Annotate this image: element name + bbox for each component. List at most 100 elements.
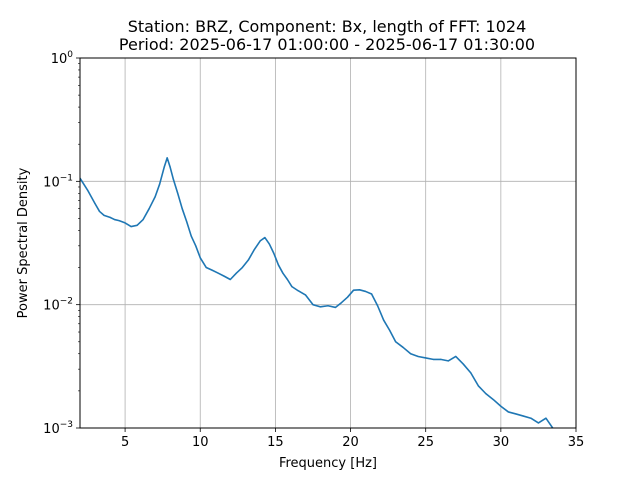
psd-data-point	[389, 329, 391, 331]
psd-data-point	[223, 275, 225, 277]
psd-data-point	[166, 157, 168, 159]
y-tick-label-exponent: −3	[60, 420, 73, 430]
psd-data-point	[477, 385, 479, 387]
psd-data-point	[358, 289, 361, 291]
psd-data-point	[304, 294, 307, 296]
x-tick-label: 30	[493, 435, 510, 450]
y-tick-label: 100	[51, 50, 74, 67]
psd-data-point	[370, 293, 373, 295]
psd-data-point	[172, 178, 174, 180]
psd-data-point	[462, 363, 464, 365]
psd-data-point	[286, 278, 289, 281]
x-axis-label: Frequency [Hz]	[279, 456, 377, 471]
x-tick-label: 15	[267, 435, 284, 450]
psd-data-point	[492, 398, 494, 401]
psd-data-point	[340, 301, 343, 304]
psd-data-point	[235, 272, 237, 274]
psd-data-point	[199, 257, 201, 259]
psd-data-point	[94, 202, 96, 205]
psd-data-point	[417, 355, 419, 358]
psd-data-point	[522, 415, 524, 417]
psd-data-point	[124, 222, 126, 224]
psd-data-point	[507, 411, 509, 413]
y-tick-label-exponent: −1	[60, 173, 73, 183]
psd-data-point	[537, 422, 540, 424]
y-tick-label-base: 10	[43, 175, 60, 190]
x-tick-label: 35	[568, 435, 585, 450]
psd-data-point	[190, 235, 192, 237]
psd-data-point	[148, 208, 150, 210]
psd-data-point	[118, 220, 120, 222]
psd-data-point	[395, 341, 397, 343]
psd-data-point	[402, 346, 404, 349]
y-tick-label: 10−3	[43, 420, 73, 437]
psd-data-point	[241, 266, 243, 269]
y-axis-label: Power Spectral Density	[16, 167, 31, 318]
psd-data-point	[109, 216, 111, 218]
psd-data-point	[181, 208, 183, 210]
psd-data-point	[205, 266, 207, 269]
y-tick-label-exponent: 0	[67, 50, 73, 60]
y-tick-label-exponent: −2	[60, 297, 73, 307]
psd-data-point	[425, 357, 427, 359]
psd-data-point	[273, 252, 275, 255]
psd-data-point	[195, 245, 197, 247]
psd-data-point	[545, 417, 547, 419]
psd-data-point	[211, 269, 213, 271]
psd-data-point	[447, 360, 449, 362]
psd-data-point	[264, 236, 266, 239]
psd-data-point	[253, 248, 255, 251]
psd-data-point	[247, 259, 249, 261]
y-tick-label-base: 10	[51, 52, 68, 67]
psd-data-point	[327, 305, 329, 307]
psd-data-point	[455, 355, 457, 358]
psd-data-point	[440, 358, 442, 360]
psd-data-point	[500, 405, 502, 407]
chart-title-line1: Station: BRZ, Component: Bx, length of F…	[128, 17, 527, 36]
psd-data-point	[410, 353, 412, 355]
chart-title-line2: Period: 2025-06-17 01:00:00 - 2025-06-17…	[119, 35, 535, 54]
psd-data-point	[259, 240, 261, 242]
psd-data-point	[312, 304, 314, 306]
y-tick-label-base: 10	[43, 422, 60, 437]
psd-data-point	[377, 305, 379, 307]
psd-data-point	[136, 224, 138, 226]
psd-data-point	[163, 166, 165, 168]
psd-data-point	[485, 393, 487, 395]
psd-data-point	[229, 278, 231, 281]
psd-data-point	[515, 413, 517, 415]
series-layer	[80, 157, 554, 428]
psd-data-point	[530, 417, 532, 419]
psd-data-point	[130, 225, 132, 228]
x-tick-label: 20	[342, 435, 359, 450]
psd-data-point	[169, 166, 171, 168]
psd-data-point	[113, 218, 116, 221]
psd-data-point	[154, 196, 156, 198]
y-tick-label: 10−2	[43, 297, 73, 314]
psd-data-point	[470, 372, 472, 374]
x-tick-label: 10	[192, 435, 209, 450]
y-tick-label-base: 10	[43, 299, 60, 314]
psd-data-point	[268, 243, 270, 245]
psd-data-point	[186, 221, 188, 223]
psd-data-point	[177, 192, 179, 194]
psd-data-point	[297, 290, 299, 292]
psd-data-point	[86, 189, 89, 191]
psd-data-point	[291, 286, 293, 288]
psd-data-point	[383, 319, 385, 321]
psd-data-point	[103, 214, 105, 216]
psd-data-point	[217, 272, 219, 274]
psd-data-point	[98, 210, 101, 213]
psd-data-point	[159, 183, 161, 185]
psd-data-point	[334, 306, 337, 309]
psd-data-point	[142, 218, 144, 221]
psd-data-point	[282, 272, 284, 274]
x-tick-label: 5	[121, 435, 129, 450]
psd-data-point	[364, 290, 367, 293]
psd-data-point	[319, 306, 322, 308]
plot-frame	[79, 57, 577, 429]
